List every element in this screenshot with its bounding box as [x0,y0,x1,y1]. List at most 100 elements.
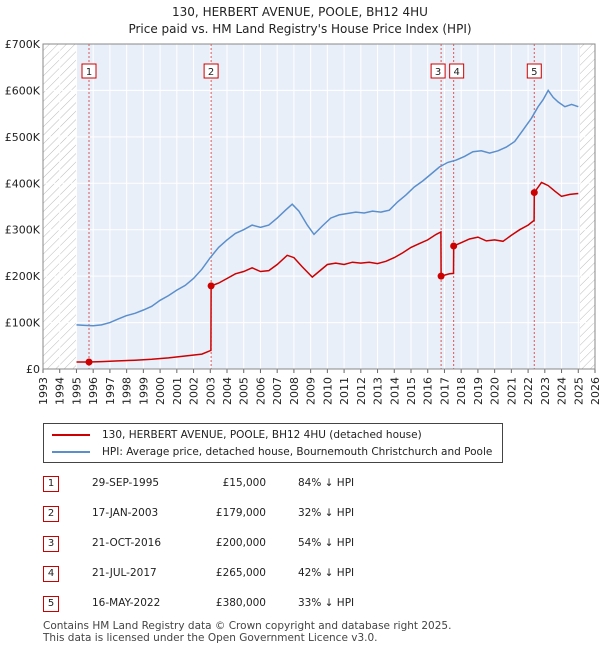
x-tick-label: 2018 [455,377,468,405]
sale-date: 29-SEP-1995 [92,477,160,489]
x-tick-label: 2009 [305,377,318,405]
x-tick-label: 2022 [522,377,535,405]
x-tick-label: 1997 [104,377,117,405]
x-tick-label: 1993 [37,377,50,405]
sale-price: £15,000 [222,477,266,489]
footer: Contains HM Land Registry data © Crown c… [43,620,451,644]
sale-hpi: 84% ↓ HPI [298,477,355,489]
y-tick-label: £0 [26,363,40,376]
legend-swatch-red [52,434,90,436]
sale-number: 5 [43,596,59,612]
x-tick-label: 2011 [338,377,351,405]
x-tick-label: 2008 [288,377,301,405]
x-tick-label: 1995 [70,377,83,405]
sale-label-box [449,63,465,79]
sale-number: 3 [43,536,59,552]
sale-label-number: 3 [435,67,441,78]
sale-number: 1 [43,476,59,492]
y-tick-label: £500K [5,131,41,144]
table-row: 3 21-OCT-2016 £200,000 54% ↓ HPI [0,534,600,554]
legend-label-hpi: HPI: Average price, detached house, Bour… [102,446,493,458]
sale-hpi: 42% ↓ HPI [298,567,355,579]
y-tick-label: £200K [5,270,41,283]
x-tick-label: 2012 [355,377,368,405]
y-tick-label: £700K [5,38,41,51]
data-period-shading [76,44,580,369]
sale-label-number: 5 [531,67,537,78]
y-tick-label: £300K [5,224,41,237]
sale-price: £179,000 [215,507,266,519]
sale-number: 2 [43,506,59,522]
sale-price: £380,000 [215,597,266,609]
x-tick-label: 2020 [489,377,502,405]
sale-date: 17-JAN-2003 [92,507,159,519]
sale-number: 4 [43,566,59,582]
price-chart: £0 £100K £200K £300K £400K £500K £600K £700K 199… [5,38,600,405]
table-row: 1 29-SEP-1995 £15,000 84% ↓ HPI [0,474,600,494]
x-tick-label: 2019 [472,377,485,405]
x-tick-label: 2024 [556,377,569,405]
sale-hpi: 54% ↓ HPI [298,537,355,549]
x-tick-label: 1996 [87,377,100,405]
x-tick-label: 2025 [572,377,585,405]
sale-label-box [526,63,542,79]
legend-swatch-blue [52,451,90,453]
plot-border [42,43,596,370]
table-row: 4 21-JUL-2017 £265,000 42% ↓ HPI [0,564,600,584]
x-tick-label: 2010 [321,377,334,405]
sale-date: 21-JUL-2017 [92,567,157,579]
y-tick-label: £100K [5,317,41,330]
footer-line-licence: This data is licensed under the Open Gov… [43,632,378,644]
x-tick-label: 2007 [271,377,284,405]
x-tick-label: 2006 [254,377,267,405]
table-row: 2 17-JAN-2003 £179,000 32% ↓ HPI [0,504,600,524]
legend-item-property: 130, HERBERT AVENUE, POOLE, BH12 4HU (de… [52,427,422,443]
sale-point [437,272,445,280]
x-tick-label: 2014 [388,377,401,405]
sale-label-number: 4 [453,67,459,78]
x-tick-label: 2003 [204,377,217,405]
y-tick-label: £600K [5,84,41,97]
sale-label-number: 2 [208,67,214,78]
series-line-property [76,181,579,363]
x-tick-label: 2004 [221,377,234,405]
x-tick-label: 2005 [238,377,251,405]
x-tick-label: 2016 [422,377,435,405]
legend-item-hpi: HPI: Average price, detached house, Bour… [52,444,492,460]
x-tick-label: 2017 [438,377,451,405]
series-line-hpi [76,88,579,327]
y-tick-label: £400K [5,177,41,190]
x-tick-label: 1999 [137,377,150,405]
hatched-region-1 [579,44,595,369]
legend-label-property: 130, HERBERT AVENUE, POOLE, BH12 4HU (de… [102,429,422,441]
footer-line-copyright: Contains HM Land Registry data © Crown c… [43,620,452,632]
sale-hpi: 33% ↓ HPI [298,597,355,609]
x-tick-label: 2015 [405,377,418,405]
sale-point [207,282,215,290]
x-tick-label: 2013 [372,377,385,405]
x-tick-label: 1994 [54,377,67,405]
sale-date: 16-MAY-2022 [92,597,161,609]
x-tick-label: 2000 [154,377,167,405]
legend: 130, HERBERT AVENUE, POOLE, BH12 4HU (de… [43,423,503,463]
sale-point [450,242,458,250]
x-tick-label: 2001 [171,377,184,405]
sale-label-box [203,63,219,79]
sale-point [85,358,93,366]
x-tick-label: 2021 [505,377,518,405]
sale-price: £200,000 [215,537,266,549]
sale-point [530,189,538,197]
sale-label-box [81,63,97,79]
x-tick-label: 2023 [539,377,552,405]
sale-price: £265,000 [215,567,266,579]
sale-date: 21-OCT-2016 [92,537,161,549]
table-row: 5 16-MAY-2022 £380,000 33% ↓ HPI [0,594,600,614]
chart-subtitle: Price paid vs. HM Land Registry's House … [128,22,472,36]
sale-hpi: 32% ↓ HPI [298,507,355,519]
x-tick-label: 1998 [121,377,134,405]
sale-label-number: 1 [86,67,92,78]
x-tick-label: 2026 [589,377,600,405]
x-tick-label: 2002 [188,377,201,405]
chart-title: 130, HERBERT AVENUE, POOLE, BH12 4HU [172,5,428,19]
sale-label-box [430,63,446,79]
